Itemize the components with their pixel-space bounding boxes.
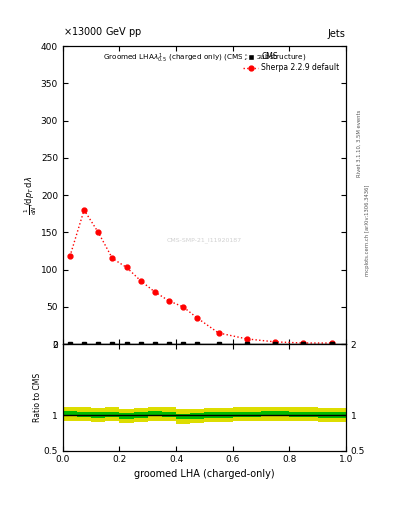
Y-axis label: Ratio to CMS: Ratio to CMS xyxy=(33,373,42,422)
Text: Groomed LHA$\lambda^{1}_{0.5}$ (charged only) (CMS jet substructure): Groomed LHA$\lambda^{1}_{0.5}$ (charged … xyxy=(103,52,306,66)
X-axis label: groomed LHA (charged-only): groomed LHA (charged-only) xyxy=(134,468,275,479)
Text: CMS-SMP-21_I11920187: CMS-SMP-21_I11920187 xyxy=(167,237,242,243)
Text: $\times$13000 GeV pp: $\times$13000 GeV pp xyxy=(63,26,142,39)
Text: mcplots.cern.ch [arXiv:1306.3436]: mcplots.cern.ch [arXiv:1306.3436] xyxy=(365,185,370,276)
Text: Rivet 3.1.10, 3.5M events: Rivet 3.1.10, 3.5M events xyxy=(357,110,362,177)
Legend: CMS, Sherpa 2.2.9 default: CMS, Sherpa 2.2.9 default xyxy=(241,50,342,75)
Y-axis label: $\frac{1}{\mathrm{d}N} / \mathrm{d}p_T \, \mathrm{d}\lambda$: $\frac{1}{\mathrm{d}N} / \mathrm{d}p_T \… xyxy=(23,176,39,215)
Text: Jets: Jets xyxy=(328,29,346,39)
